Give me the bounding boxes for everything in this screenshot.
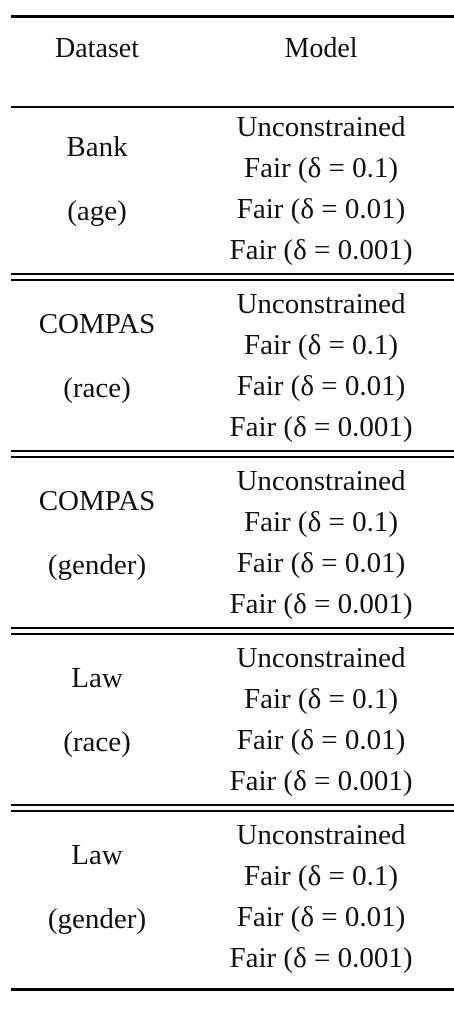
model-row: Unconstrained <box>236 111 406 143</box>
dataset-name: Law <box>71 839 123 871</box>
dataset-attribute: (gender) <box>47 903 147 935</box>
table-top-rule <box>11 15 454 18</box>
table-bottom-rule <box>11 988 454 991</box>
model-row: Fair (δ = 0.001) <box>229 942 413 974</box>
table-group-compas-race: COMPAS (race) Unconstrained Fair (δ = 0.… <box>11 284 454 448</box>
model-row: Fair (δ = 0.001) <box>229 411 413 443</box>
model-row: Unconstrained <box>236 642 406 674</box>
model-row: Fair (δ = 0.001) <box>229 234 413 266</box>
header-rule <box>11 106 454 108</box>
model-list: Unconstrained Fair (δ = 0.1) Fair (δ = 0… <box>200 284 442 448</box>
group-separator <box>11 804 454 806</box>
model-list: Unconstrained Fair (δ = 0.1) Fair (δ = 0… <box>200 107 442 271</box>
dataset-attribute: (gender) <box>47 549 147 581</box>
group-separator <box>11 273 454 275</box>
model-list: Unconstrained Fair (δ = 0.1) Fair (δ = 0… <box>200 815 442 979</box>
group-separator <box>11 450 454 452</box>
model-row: Fair (δ = 0.001) <box>229 588 413 620</box>
group-separator <box>11 456 454 458</box>
table-group-bank-age: Bank (age) Unconstrained Fair (δ = 0.1) … <box>11 107 454 271</box>
table-group-law-race: Law (race) Unconstrained Fair (δ = 0.1) … <box>11 638 454 802</box>
header-model: Model <box>284 33 358 64</box>
model-row: Fair (δ = 0.01) <box>236 901 406 933</box>
dataset-name: COMPAS <box>38 308 156 340</box>
model-row: Fair (δ = 0.01) <box>236 724 406 756</box>
model-row: Fair (δ = 0.1) <box>243 506 399 538</box>
model-row: Unconstrained <box>236 288 406 320</box>
model-row: Fair (δ = 0.1) <box>243 860 399 892</box>
dataset-name: Bank <box>66 131 128 163</box>
dataset-attribute: (age) <box>67 195 127 227</box>
model-row: Fair (δ = 0.01) <box>236 193 406 225</box>
model-row: Fair (δ = 0.1) <box>243 683 399 715</box>
model-row: Unconstrained <box>236 465 406 497</box>
model-row: Fair (δ = 0.01) <box>236 547 406 579</box>
model-list: Unconstrained Fair (δ = 0.1) Fair (δ = 0… <box>200 638 442 802</box>
dataset-name: Law <box>71 662 123 694</box>
group-separator <box>11 810 454 812</box>
model-row: Fair (δ = 0.01) <box>236 370 406 402</box>
header-dataset: Dataset <box>55 33 139 64</box>
group-separator <box>11 633 454 635</box>
dataset-attribute: (race) <box>63 726 131 758</box>
dataset-attribute: (race) <box>63 372 131 404</box>
model-row: Fair (δ = 0.001) <box>229 765 413 797</box>
model-row: Fair (δ = 0.1) <box>243 152 399 184</box>
table-group-law-gender: Law (gender) Unconstrained Fair (δ = 0.1… <box>11 815 454 979</box>
model-row: Fair (δ = 0.1) <box>243 329 399 361</box>
group-separator <box>11 279 454 281</box>
table-group-compas-gender: COMPAS (gender) Unconstrained Fair (δ = … <box>11 461 454 625</box>
model-row: Unconstrained <box>236 819 406 851</box>
group-separator <box>11 627 454 629</box>
dataset-name: COMPAS <box>38 485 156 517</box>
model-list: Unconstrained Fair (δ = 0.1) Fair (δ = 0… <box>200 461 442 625</box>
